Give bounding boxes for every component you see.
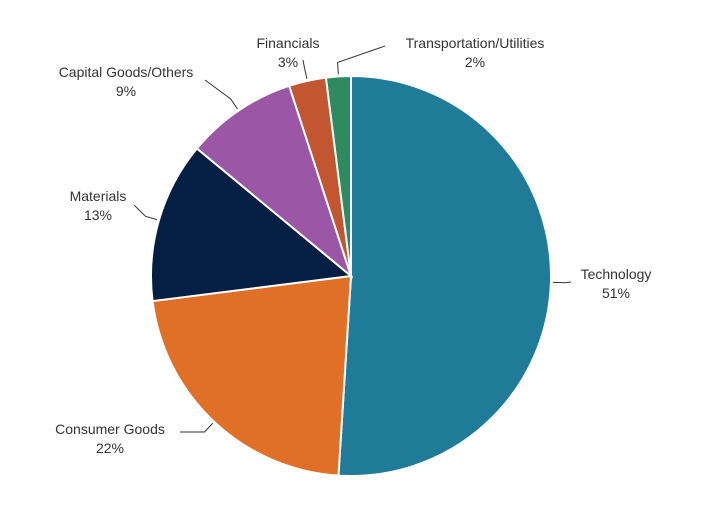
leader-line-materials — [133, 204, 158, 221]
slice-labels: Technology 51% Consumer Goods 22% Materi… — [55, 35, 651, 456]
slice-transportation-utilities — [324, 74, 352, 277]
label-materials-name: Materials — [70, 188, 127, 204]
label-consumer-goods-name: Consumer Goods — [55, 421, 165, 437]
leader-line-capital-goods-others — [204, 79, 238, 110]
slice-technology — [337, 74, 553, 477]
leader-line-consumer-goods — [179, 422, 214, 433]
leader-lines — [133, 45, 572, 433]
label-technology-pct: 51% — [602, 285, 630, 301]
label-materials-pct: 13% — [84, 207, 112, 223]
leader-line-financials — [302, 59, 308, 79]
label-financials-pct: 3% — [278, 54, 298, 70]
label-capital-goods-pct: 9% — [116, 83, 136, 99]
slice-capital-goods-others — [195, 84, 354, 279]
label-technology-name: Technology — [581, 266, 652, 282]
label-transportation-pct: 2% — [465, 54, 485, 70]
label-financials-name: Financials — [256, 35, 319, 51]
slice-consumer-goods — [151, 274, 353, 477]
label-consumer-goods-pct: 22% — [96, 440, 124, 456]
pie-slices — [150, 74, 553, 477]
leader-line-transportation-utilities — [337, 45, 386, 75]
label-transportation-name: Transportation/Utilities — [406, 35, 545, 51]
label-capital-goods-name: Capital Goods/Others — [59, 64, 194, 80]
leader-line-technology — [552, 281, 572, 284]
slice-materials — [150, 147, 354, 303]
